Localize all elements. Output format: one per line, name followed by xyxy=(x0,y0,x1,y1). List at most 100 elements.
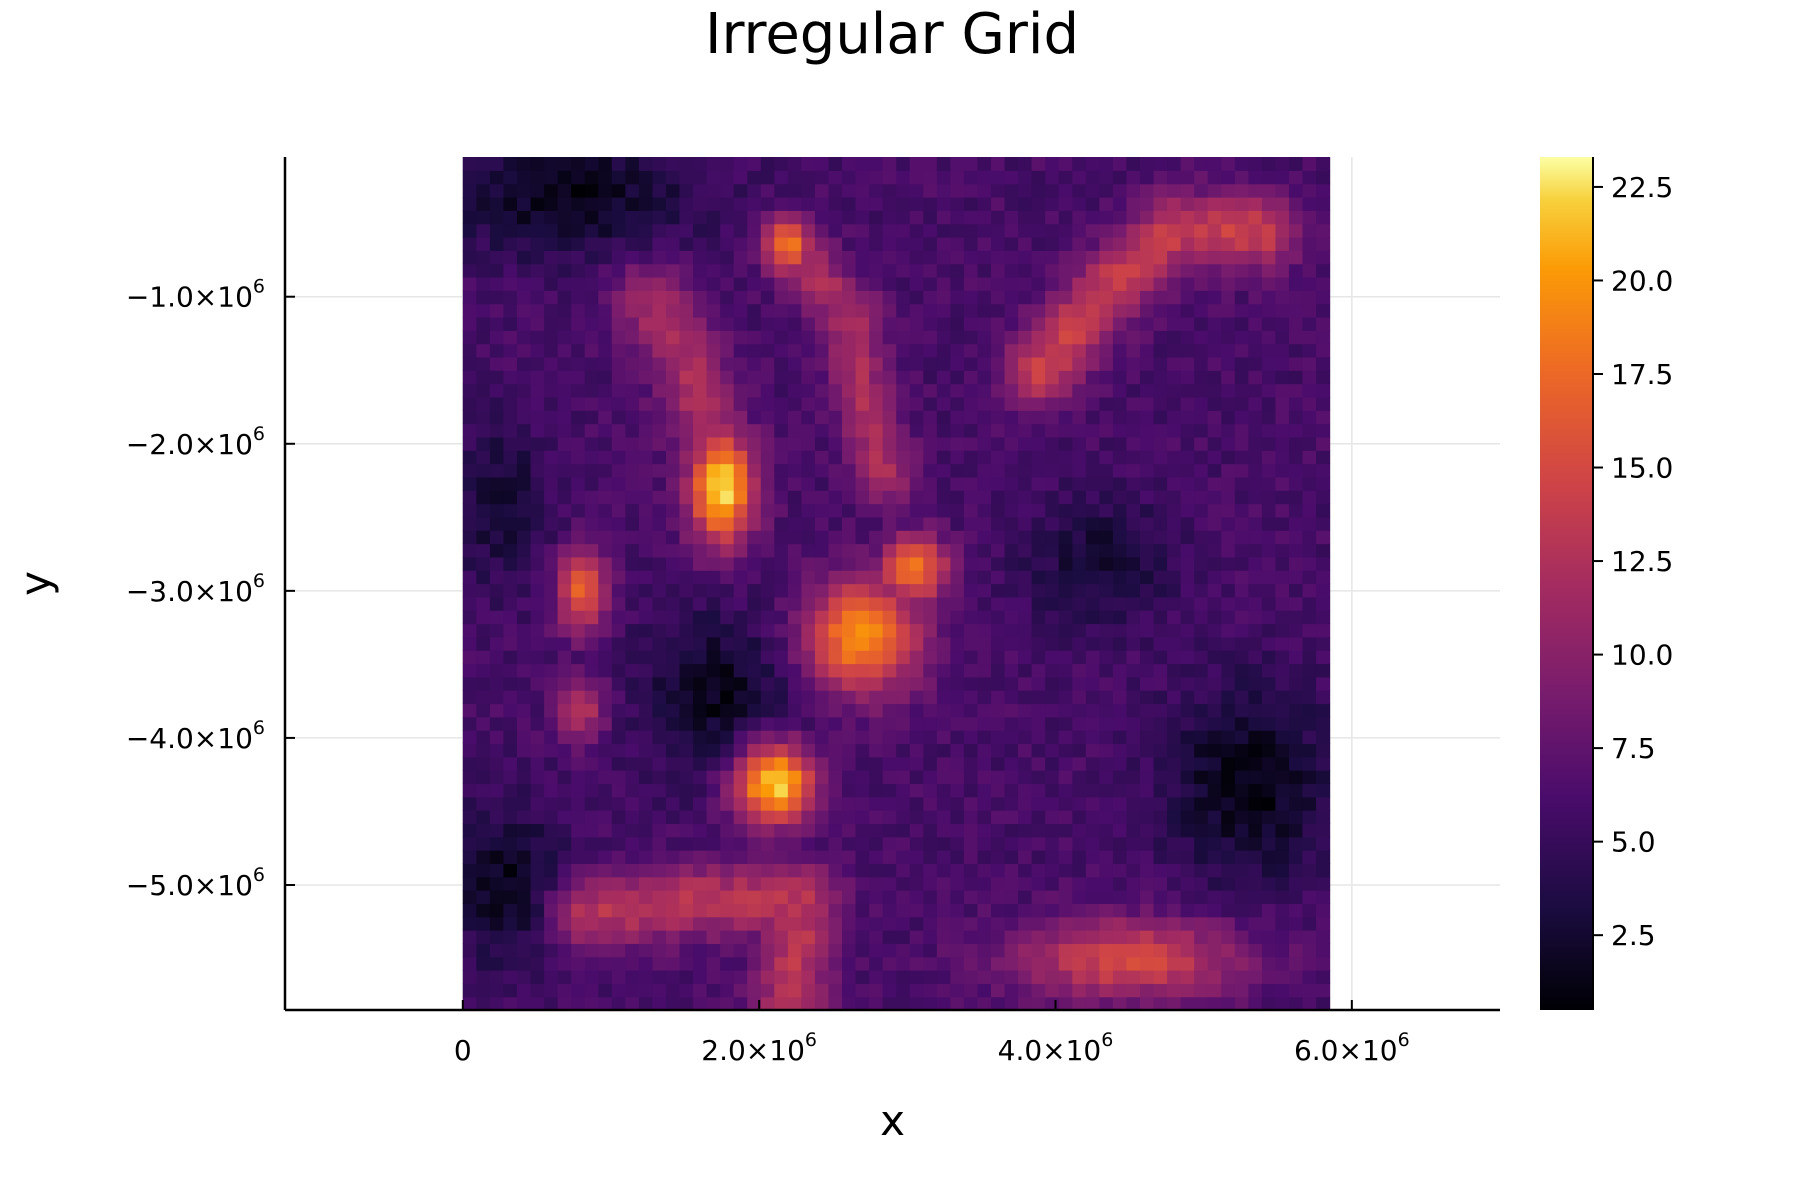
heatmap-cell xyxy=(462,556,477,571)
heatmap-cell xyxy=(896,796,911,811)
heatmap-cell xyxy=(1207,556,1222,571)
heatmap-cell xyxy=(1004,743,1019,758)
heatmap-cell xyxy=(1316,596,1331,611)
heatmap-cell xyxy=(963,263,979,278)
heatmap-cell xyxy=(1316,743,1331,758)
heatmap-cell xyxy=(1302,716,1317,731)
heatmap-cell xyxy=(598,316,613,331)
heatmap-cell xyxy=(665,556,681,571)
heatmap-cell xyxy=(1099,423,1114,438)
heatmap-cell xyxy=(1085,596,1100,611)
heatmap-cell xyxy=(1058,356,1073,371)
heatmap-cell xyxy=(733,436,748,451)
heatmap-cell xyxy=(1261,157,1277,171)
heatmap-cell xyxy=(1248,436,1263,451)
heatmap-cell xyxy=(720,183,735,198)
heatmap-cell xyxy=(1126,956,1141,971)
heatmap-cell xyxy=(571,783,586,798)
heatmap-cell xyxy=(638,423,654,438)
heatmap-cell xyxy=(1058,236,1073,251)
heatmap-cell xyxy=(774,396,789,411)
heatmap-cell xyxy=(544,956,559,971)
heatmap-cell xyxy=(611,890,626,904)
heatmap-cell xyxy=(720,850,735,864)
heatmap-cell xyxy=(652,596,667,611)
heatmap-cell xyxy=(936,690,951,705)
heatmap-cell xyxy=(855,263,870,278)
heatmap-cell xyxy=(462,290,477,305)
heatmap-cell xyxy=(869,210,884,225)
heatmap-cell xyxy=(625,663,640,678)
heatmap-cell xyxy=(1194,223,1209,238)
heatmap-cell xyxy=(611,810,626,825)
heatmap-cell xyxy=(1261,316,1277,331)
heatmap-cell xyxy=(950,370,965,385)
heatmap-cell xyxy=(1031,530,1046,545)
heatmap-cell xyxy=(503,690,518,705)
heatmap-cell xyxy=(733,890,748,904)
heatmap-cell xyxy=(1221,356,1236,371)
heatmap-cell xyxy=(1316,263,1331,278)
heatmap-cell xyxy=(814,530,830,545)
heatmap-cell xyxy=(923,503,938,518)
heatmap-cell xyxy=(1288,690,1304,705)
heatmap-cell xyxy=(1180,996,1195,1011)
heatmap-cell xyxy=(814,956,830,971)
heatmap-cell xyxy=(1045,516,1060,531)
heatmap-cell xyxy=(869,450,884,465)
heatmap-cell xyxy=(1031,743,1046,758)
heatmap-cell xyxy=(774,703,789,718)
heatmap-cell xyxy=(462,170,477,185)
heatmap-cell xyxy=(1261,836,1277,851)
heatmap-cell xyxy=(936,343,951,358)
heatmap-cell xyxy=(1288,503,1304,518)
heatmap-cell xyxy=(923,570,938,585)
heatmap-cell xyxy=(598,436,613,451)
heatmap-cell xyxy=(489,530,505,545)
heatmap-cell xyxy=(652,356,667,371)
heatmap-cell xyxy=(652,943,667,958)
heatmap-cell xyxy=(855,476,870,491)
heatmap-cell xyxy=(1167,916,1182,931)
heatmap-cell xyxy=(963,423,979,438)
heatmap-cell xyxy=(1207,236,1222,251)
heatmap-cell xyxy=(1248,543,1263,558)
heatmap-cell xyxy=(1261,596,1277,611)
heatmap-cell xyxy=(882,476,897,491)
heatmap-cell xyxy=(1221,196,1236,211)
heatmap-cell xyxy=(1316,956,1331,971)
heatmap-cell xyxy=(774,596,789,611)
heatmap-cell xyxy=(733,850,748,864)
heatmap-cell xyxy=(611,290,626,305)
heatmap-cell xyxy=(936,450,951,465)
heatmap-cell xyxy=(516,943,532,958)
heatmap-cell xyxy=(638,756,654,771)
heatmap-cell xyxy=(814,796,830,811)
heatmap-cell xyxy=(1126,876,1141,891)
heatmap-cell xyxy=(1194,263,1209,278)
heatmap-cell xyxy=(625,396,640,411)
heatmap-cell xyxy=(571,916,586,931)
heatmap-cell xyxy=(977,983,992,998)
heatmap-cell xyxy=(963,823,979,838)
heatmap-cell xyxy=(1288,930,1304,944)
heatmap-cell xyxy=(544,383,559,398)
heatmap-cell xyxy=(1004,810,1019,825)
heatmap-cell xyxy=(774,170,789,185)
heatmap-cell xyxy=(1126,810,1141,825)
heatmap-cell xyxy=(1167,676,1182,691)
heatmap-cell xyxy=(977,970,992,984)
heatmap-cell xyxy=(801,890,816,904)
heatmap-cell xyxy=(1072,903,1087,918)
heatmap-cell xyxy=(936,850,951,864)
heatmap-cell xyxy=(1031,263,1046,278)
heatmap-cell xyxy=(462,223,477,238)
heatmap-cell xyxy=(1018,516,1033,531)
heatmap-cell xyxy=(693,876,708,891)
heatmap-cell xyxy=(936,676,951,691)
heatmap-cell xyxy=(1248,450,1263,465)
heatmap-cell xyxy=(1031,783,1046,798)
heatmap-cell xyxy=(1167,316,1182,331)
heatmap-cell xyxy=(665,530,681,545)
heatmap-cell xyxy=(842,623,857,638)
